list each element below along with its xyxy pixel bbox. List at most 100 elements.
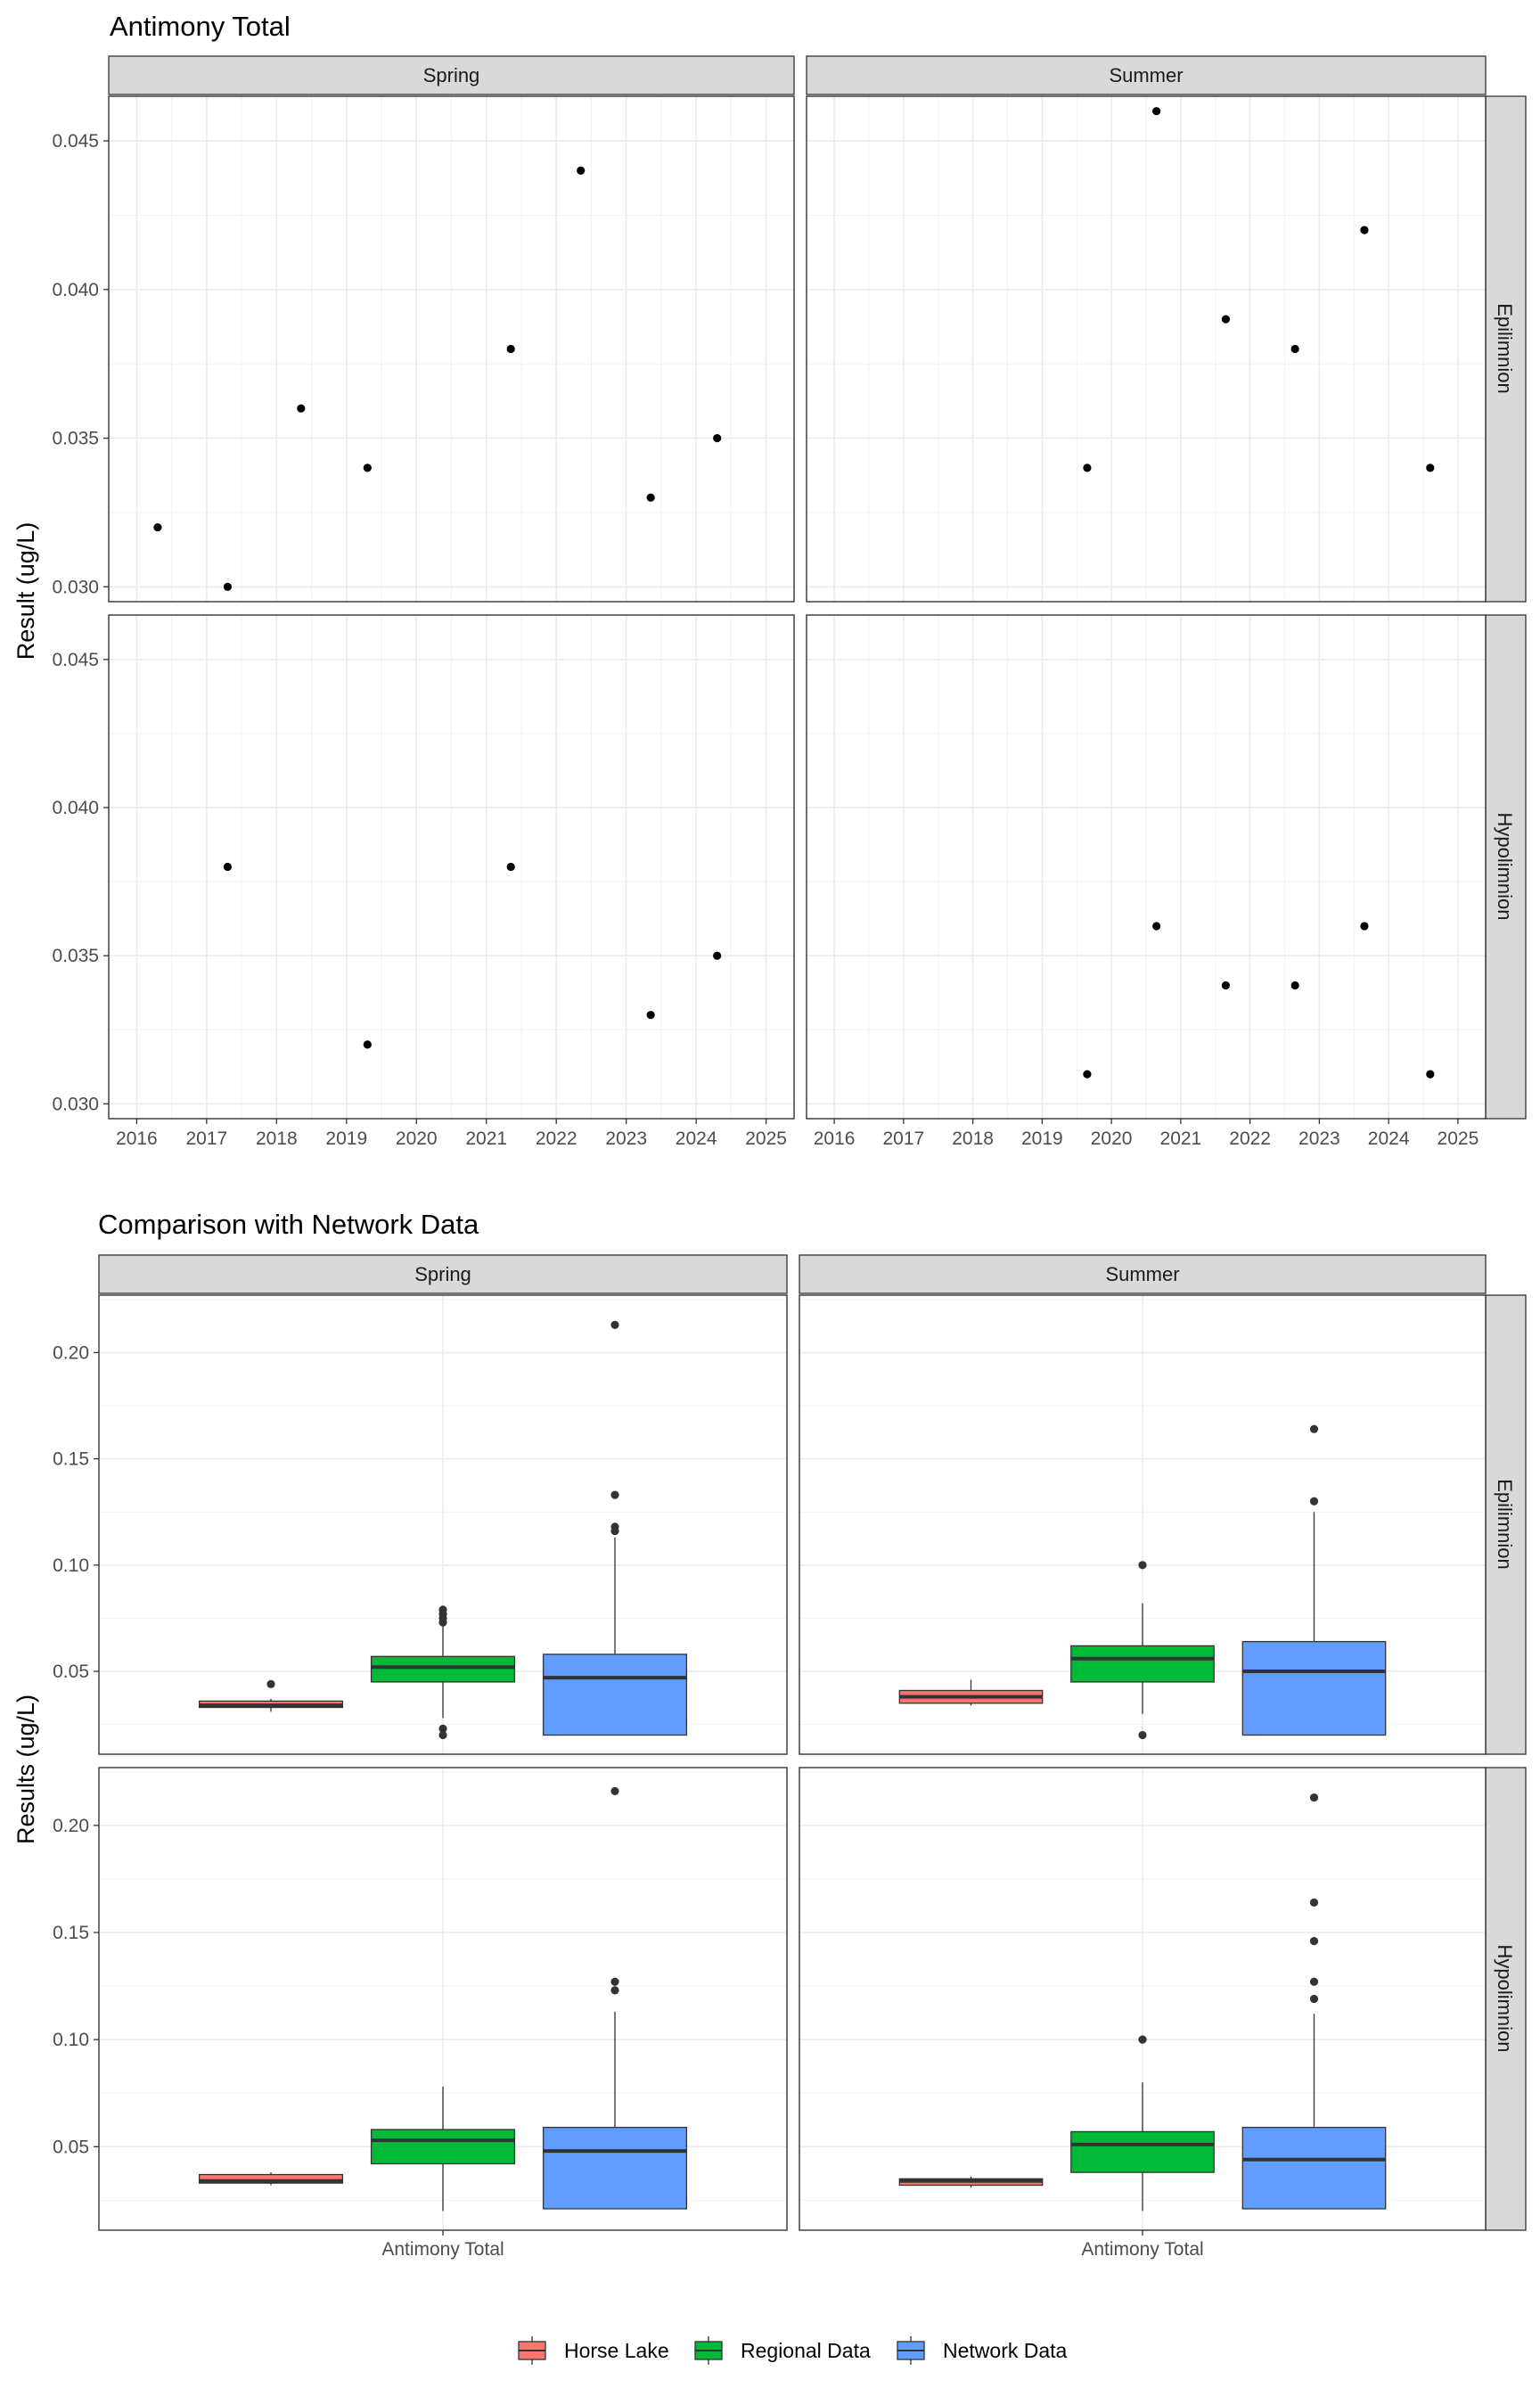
outlier-point: [1309, 1977, 1319, 1986]
strip-header: [1485, 1767, 1527, 2231]
y-axis-label: Results (ug/L): [12, 1694, 39, 1844]
outlier-point: [438, 1618, 447, 1627]
x-tick-label: 2020: [396, 1128, 438, 1149]
legend-item-network-data: Network Data: [897, 2336, 1068, 2365]
legend-label: Horse Lake: [564, 2339, 669, 2362]
plot-panel-spring-epilimnion: [98, 1294, 788, 1755]
outlier-point: [438, 1724, 447, 1733]
y-tick-label: 0.15: [53, 1449, 89, 1470]
x-tick-label: 2024: [1368, 1128, 1410, 1149]
data-point: [1290, 344, 1299, 354]
outlier-point: [1309, 1497, 1319, 1506]
data-point: [1290, 981, 1299, 990]
strip-header: [1485, 1294, 1527, 1755]
strip-label-hypolimnion: Hypolimnion: [1494, 812, 1516, 920]
outlier-point: [1138, 2035, 1147, 2044]
x-axis: 2016 2017 2018 2019 2020 2021 2022 2023 2024 2025: [116, 1119, 787, 1149]
plot-panel-summer-epilimnion: [806, 95, 1487, 603]
chart-title: Comparison with Network Data: [98, 1209, 479, 1240]
box-horse-lake: [198, 2173, 344, 2184]
strip-label-hypolimnion: Hypolimnion: [1494, 1944, 1516, 2052]
strip-label-epilimnion: Epilimnion: [1494, 1479, 1516, 1570]
box-network-data: [1241, 2127, 1387, 2210]
outlier-point: [1309, 1424, 1319, 1433]
x-tick-label: Antimony Total: [381, 2239, 504, 2260]
outlier-point: [438, 1730, 447, 1740]
panel-border: [806, 95, 1487, 603]
outlier-point: [1138, 1561, 1147, 1570]
data-point: [1221, 315, 1231, 324]
panel-border: [806, 614, 1487, 1120]
outlier-point: [610, 1490, 619, 1499]
data-point: [646, 493, 655, 502]
box-regional-data: [1070, 2130, 1215, 2173]
data-point: [363, 1040, 372, 1049]
data-point: [506, 344, 515, 354]
legend-item-regional-data: Regional Data: [694, 2336, 871, 2365]
y-tick-label: 0.035: [52, 429, 99, 449]
plot-panel-spring-hypolimnion: [108, 614, 795, 1120]
data-point: [1426, 1070, 1435, 1079]
plot-panel-summer-epilimnion: [799, 1294, 1487, 1755]
chart-title: Antimony Total: [110, 11, 291, 42]
data-point: [1221, 981, 1231, 990]
y-tick-label: 0.10: [53, 1555, 89, 1576]
x-tick-label: 2022: [536, 1128, 578, 1149]
legend-label: Network Data: [943, 2339, 1068, 2362]
x-tick-label: 2023: [1298, 1128, 1340, 1149]
y-tick-label: 0.040: [52, 280, 99, 300]
strip-label-summer: Summer: [1105, 1263, 1179, 1285]
x-tick-label: 2019: [1021, 1128, 1063, 1149]
plot-panel-spring-hypolimnion: [98, 1767, 788, 2231]
x-tick-label: 2017: [882, 1128, 924, 1149]
outlier-point: [610, 1527, 619, 1536]
x-tick-label: 2019: [325, 1128, 367, 1149]
outlier-point: [1309, 1994, 1319, 2004]
data-point: [506, 862, 515, 872]
strip-header: [806, 55, 1487, 95]
plot-panel-spring-epilimnion: [108, 95, 795, 603]
box-network-data: [542, 2127, 688, 2210]
outlier-point: [610, 1320, 619, 1329]
box-network-data: [1241, 1640, 1387, 1736]
data-point: [713, 951, 722, 960]
data-point: [363, 464, 372, 472]
y-axis: 0.030 0.035 0.040 0.045: [52, 650, 109, 1114]
chart-comparison-network: Comparison with Network Data Results (ug…: [12, 1209, 1527, 2260]
legend-item-horse-lake: Horse Lake: [518, 2336, 669, 2365]
x-tick-label: 2021: [465, 1128, 507, 1149]
box-network-data: [542, 1653, 688, 1736]
legend-label: Regional Data: [741, 2339, 871, 2362]
data-point: [713, 433, 722, 443]
data-point: [223, 582, 232, 591]
data-point: [1152, 922, 1161, 931]
panel-border: [799, 1294, 1487, 1755]
x-tick-label: 2023: [605, 1128, 647, 1149]
outlier-point: [610, 1786, 619, 1796]
panel-border: [108, 95, 795, 603]
x-tick-label: 2017: [185, 1128, 227, 1149]
data-point: [1083, 464, 1092, 472]
data-point: [153, 523, 162, 532]
y-tick-label: 0.05: [53, 2137, 89, 2157]
x-tick-label: 2018: [952, 1128, 994, 1149]
strip-label-summer: Summer: [1109, 64, 1183, 86]
y-tick-label: 0.035: [52, 946, 99, 966]
strip-label-epilimnion: Epilimnion: [1494, 303, 1516, 394]
x-tick-label: 2025: [745, 1128, 787, 1149]
plot-panel-summer-hypolimnion: [806, 614, 1487, 1120]
outlier-point: [1309, 1937, 1319, 1946]
x-axis: 2016 2017 2018 2019 2020 2021 2022 2023 2024 2025: [814, 1119, 1479, 1149]
outlier-point: [1309, 1898, 1319, 1907]
y-tick-label: 0.10: [53, 2030, 89, 2050]
data-point: [297, 404, 306, 413]
strip-header: [108, 55, 795, 95]
x-tick-label: 2025: [1438, 1128, 1479, 1149]
y-axis: 0.05 0.10 0.15 0.20: [53, 1816, 99, 2157]
y-axis-label: Result (ug/L): [12, 522, 39, 661]
y-tick-label: 0.030: [52, 1094, 99, 1114]
strip-header: [1485, 614, 1527, 1120]
data-point: [1152, 107, 1161, 116]
x-tick-label: 2016: [116, 1128, 158, 1149]
